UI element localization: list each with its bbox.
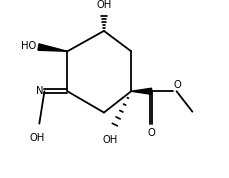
Polygon shape bbox=[38, 44, 67, 51]
Text: O: O bbox=[147, 128, 155, 138]
Polygon shape bbox=[131, 88, 151, 94]
Text: HO: HO bbox=[21, 41, 36, 51]
Text: OH: OH bbox=[102, 135, 117, 145]
Text: OH: OH bbox=[30, 133, 45, 143]
Text: O: O bbox=[173, 80, 181, 90]
Text: OH: OH bbox=[96, 1, 111, 11]
Text: N: N bbox=[36, 86, 43, 96]
